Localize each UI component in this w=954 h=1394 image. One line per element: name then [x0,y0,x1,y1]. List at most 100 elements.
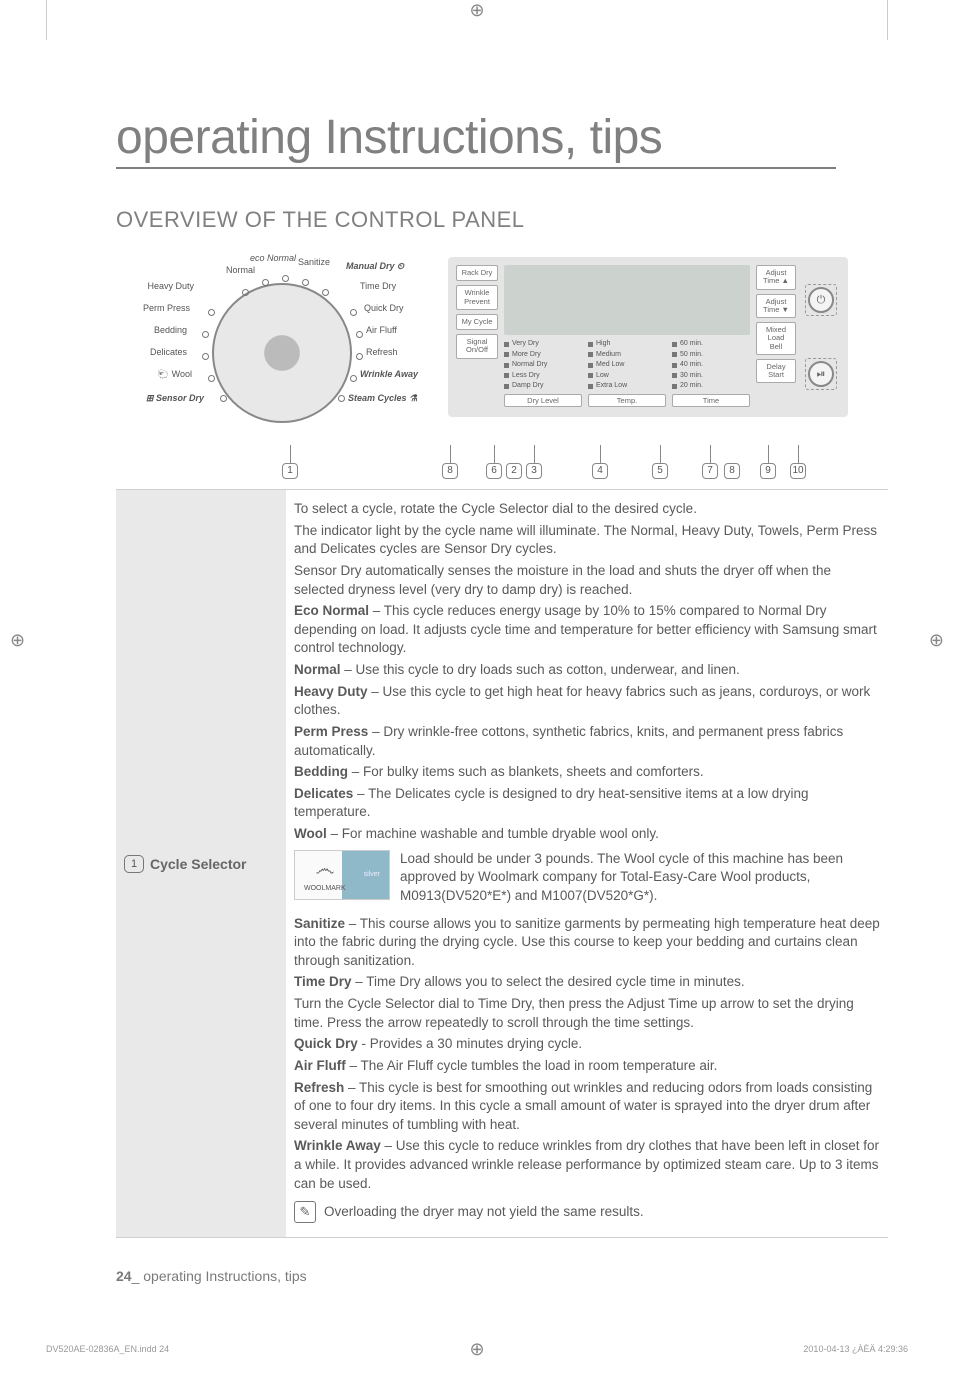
cycle-desc: – Use this cycle to get high heat for he… [294,684,870,718]
cycle-name: Wrinkle Away [294,1138,381,1153]
dial-label: Air Fluff [366,325,397,335]
dial-label: Perm Press [143,303,190,313]
dial-label: Wrinkle Away [360,369,418,379]
cycle-name: Air Fluff [294,1058,346,1073]
body-text: The indicator light by the cycle name wi… [294,522,880,559]
option-button: Wrinkle Prevent [456,285,498,310]
adjust-time-up: Adjust Time ▲ [756,265,796,290]
description-body: To select a cycle, rotate the Cycle Sele… [286,490,888,1237]
option-button: Rack Dry [456,265,498,281]
overload-note: Overloading the dryer may not yield the … [324,1203,644,1222]
dry-level-list: Very Dry More Dry Normal Dry Less Dry Da… [504,339,582,392]
cycle-desc: – The Delicates cycle is designed to dry… [294,786,809,820]
page-number: 24 [116,1268,132,1284]
callout-num: 6 [486,463,502,479]
dial-label: Quick Dry [364,303,404,313]
print-footer: DV520AE-02836A_EN.indd 24 2010-04-13 ¿ÀÈ… [46,1344,908,1354]
print-timestamp: 2010-04-13 ¿ÀÈÄ 4:29:36 [803,1344,908,1354]
cycle-name: Perm Press [294,724,368,739]
dial-label: Sensor Dry [156,393,204,403]
row-label: Cycle Selector [150,856,247,872]
control-panel-diagram: Normal eco Normal Sanitize Manual Dry ⏲ … [132,257,888,437]
dial-label: Heavy Duty [147,281,194,291]
dial-label: Manual Dry [346,261,395,271]
dial-label: Sanitize [298,257,330,267]
dial-label: Wool [172,369,192,379]
cycle-desc: – Use this cycle to dry loads such as co… [341,662,740,677]
cycle-name: Sanitize [294,916,345,931]
cycle-name: Time Dry [294,974,352,989]
print-file: DV520AE-02836A_EN.indd 24 [46,1344,169,1354]
cycle-desc: - Provides a 30 minutes drying cycle. [358,1036,582,1051]
description-table: 1 Cycle Selector To select a cycle, rota… [116,489,888,1238]
callout-num: 3 [526,463,542,479]
cycle-name: Quick Dry [294,1036,358,1051]
registration-mark-icon: ⊕ [929,630,944,651]
time-list: 60 min. 50 min. 40 min. 30 min. 20 min. [672,339,750,392]
callout-num: 2 [506,463,522,479]
sensor-icon: ⊞ [146,393,154,403]
callout-numbers: 1 8 6 2 3 4 5 7 8 9 10 [132,445,888,485]
woolmark-badge-icon: ෴ WOOLMARK silver [294,850,390,900]
cycle-desc: – This cycle reduces energy usage by 10%… [294,603,877,655]
cycle-desc: – This course allows you to sanitize gar… [294,916,880,968]
dial-label: Time Dry [360,281,396,291]
cycle-selector-dial: Normal eco Normal Sanitize Manual Dry ⏲ … [132,257,432,437]
mixed-load-bell: Mixed Load Bell [756,322,796,355]
cycle-name: Normal [294,662,341,677]
temp-list: High Medium Med Low Low Extra Low [588,339,666,392]
dial-label: Bedding [154,325,187,335]
power-button-icon: ⏻ [808,287,834,313]
cycle-name: Bedding [294,764,348,779]
description-row-header: 1 Cycle Selector [116,490,286,1237]
section-label: Time [672,394,750,407]
cycle-desc: – For machine washable and tumble dryabl… [327,826,659,841]
callout-num: 10 [790,463,806,479]
body-text: Turn the Cycle Selector dial to Time Dry… [294,995,880,1032]
cycle-name: Heavy Duty [294,684,368,699]
callout-num: 5 [652,463,668,479]
row-number: 1 [124,855,144,873]
cycle-desc: – This cycle is best for smoothing out w… [294,1080,872,1132]
body-text: Sensor Dry automatically senses the mois… [294,562,880,599]
cycle-desc: – Time Dry allows you to select the desi… [352,974,745,989]
body-text: To select a cycle, rotate the Cycle Sele… [294,500,880,519]
dial-circle-icon [212,283,352,423]
cycle-name: Refresh [294,1080,344,1095]
dial-label: Delicates [150,347,187,357]
cycle-name: Wool [294,826,327,841]
callout-num: 8 [724,463,740,479]
cycle-name: Eco Normal [294,603,369,618]
steam-icon: ⚗ [409,393,417,403]
delay-start: Delay Start [756,359,796,384]
wool-icon: 🐑 [158,369,169,379]
section-label: Dry Level [504,394,582,407]
note-icon: ✎ [294,1201,316,1223]
dial-label: eco Normal [250,253,296,263]
wool-note: Load should be under 3 pounds. The Wool … [400,850,880,906]
cycle-desc: – For bulky items such as blankets, shee… [348,764,704,779]
callout-num: 9 [760,463,776,479]
cycle-name: Delicates [294,786,353,801]
section-heading: OVERVIEW OF THE CONTROL PANEL [116,207,888,233]
clock-icon: ⏲ [397,261,404,271]
callout-num: 7 [702,463,718,479]
dial-label: Steam Cycles [348,393,407,403]
lcd-display [504,265,750,335]
option-button: My Cycle [456,314,498,330]
callout-num: 4 [592,463,608,479]
section-label: Temp. [588,394,666,407]
dial-label: Refresh [366,347,398,357]
cycle-desc: – Use this cycle to reduce wrinkles from… [294,1138,879,1190]
page-title: operating Instructions, tips [116,110,836,169]
start-pause-button-icon: ⏯ [808,361,834,387]
page-footer-title: operating Instructions, tips [139,1268,306,1284]
registration-mark-icon: ⊕ [10,630,25,651]
callout-num: 8 [442,463,458,479]
cycle-desc: – The Air Fluff cycle tumbles the load i… [346,1058,718,1073]
callout-num: 1 [282,463,298,479]
dial-label: Normal [226,265,255,275]
options-panel: Rack Dry Wrinkle Prevent My Cycle Signal… [448,257,848,417]
option-button: Signal On/Off [456,334,498,359]
registration-mark-icon: ⊕ [469,0,484,21]
